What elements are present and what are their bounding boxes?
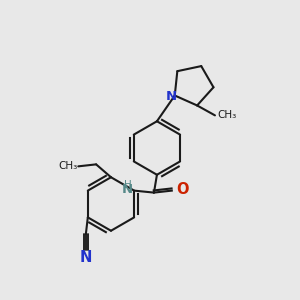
Text: CH₃: CH₃ [217,110,236,120]
Text: N: N [166,90,177,103]
Text: O: O [176,182,188,197]
Text: N: N [80,250,92,265]
Text: CH₃: CH₃ [58,161,77,171]
Text: H: H [124,180,132,190]
Text: N: N [122,183,133,196]
